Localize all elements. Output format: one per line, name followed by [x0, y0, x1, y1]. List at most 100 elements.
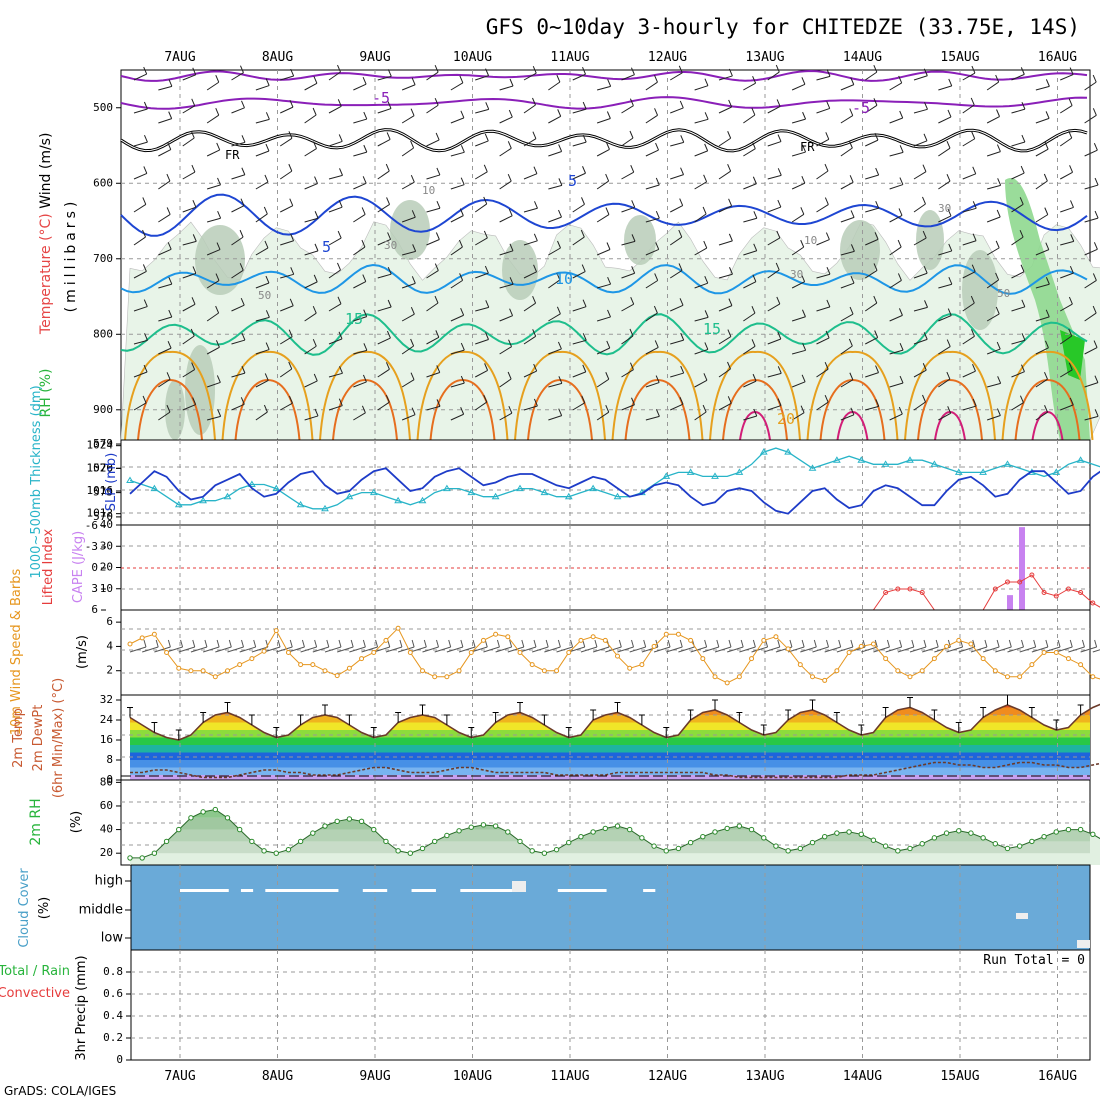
wind-barb-flag: [216, 375, 221, 383]
wind10m-barb-flag: [1033, 639, 1037, 648]
wind-speed-point: [261, 648, 267, 654]
wind-barb: [255, 247, 269, 256]
wind10m-barb: [800, 646, 817, 653]
wind-barb: [231, 304, 245, 312]
wind-barb: [377, 75, 392, 81]
rh2m-point: [517, 838, 523, 845]
wind-barb-flag: [1069, 265, 1074, 274]
rh2m-point: [821, 833, 828, 840]
wind-barb: [572, 271, 586, 279]
wind-barb-flag: [532, 329, 537, 337]
wind-barb: [548, 151, 562, 157]
cloud-cover-panel: high middle low Cloud Cover (%): [17, 864, 1091, 951]
wind-barb-flag: [435, 232, 440, 240]
wind-barb-flag: [1021, 333, 1026, 341]
wind10m-barb: [995, 646, 1012, 653]
wind-barb: [158, 149, 172, 157]
wind-barb: [280, 106, 294, 114]
wind-barb: [182, 74, 196, 81]
wind-barb: [133, 236, 146, 246]
wind-barb-flag: [410, 338, 415, 347]
wind-barb-flag: [190, 130, 195, 139]
wind-barb: [694, 348, 709, 355]
wind-barb-flag: [996, 209, 1001, 218]
thickness-point: [467, 488, 476, 496]
wind-barb-flag: [215, 340, 220, 348]
contour-label-t10: 10: [555, 270, 573, 288]
wind-barb-flag: [556, 272, 561, 281]
upper-ylabel: RH (%) Temperature (°C) Wind (m/s): [38, 133, 54, 418]
wind-barb-flag: [1069, 165, 1074, 173]
rh2m-point: [846, 829, 852, 835]
wind10m-barb-flag: [411, 639, 415, 648]
precip-tick: 0.4: [103, 1009, 123, 1022]
wind-barb-flag: [752, 274, 757, 282]
wind-barb-flag: [997, 376, 1002, 384]
wind-barb: [913, 369, 927, 378]
wind-barb-flag: [144, 333, 148, 341]
wind-barb-flag: [217, 211, 222, 219]
wind-barb: [133, 108, 148, 114]
wind-barb: [840, 313, 854, 322]
wind-barb-flag: [996, 109, 1000, 117]
wind-barb: [621, 74, 635, 81]
top-day-label: 10AUG: [453, 50, 492, 65]
wind-barb: [206, 312, 219, 322]
wind10m-barb: [410, 646, 427, 653]
wind-barb-flag: [1093, 242, 1098, 250]
wind-barb: [572, 371, 586, 378]
wind-barb-flag: [240, 65, 244, 73]
wind-barb-flag: [777, 398, 782, 406]
wind-barb-flag: [143, 364, 148, 373]
wind10m-barb-flag: [557, 639, 561, 648]
wind10m-barb-flag: [716, 639, 720, 648]
li-tick: -3: [85, 540, 98, 553]
wind-barb-flag: [532, 131, 537, 139]
wind10m-barb-flag: [777, 639, 781, 648]
wind-barb: [865, 139, 879, 147]
wind-speed-point: [931, 656, 937, 662]
wind-barb: [377, 273, 392, 279]
wind-barb: [328, 405, 343, 411]
wind10m-barb: [544, 646, 561, 653]
wind-speed-point: [322, 668, 328, 674]
wind10m-barb: [337, 646, 354, 653]
rh-ticks: 80 60 40 20: [100, 775, 121, 859]
wind-speed-point: [212, 674, 218, 680]
wind-barb: [523, 335, 536, 345]
wind-speed-point: [1078, 662, 1084, 668]
wind-barb-flag: [484, 363, 489, 371]
wind10m-barb-flag: [752, 639, 756, 648]
upper-wind-barbs: [133, 64, 1099, 421]
wind-barb-flag: [947, 109, 952, 118]
contour-label-rh10_b: 10: [804, 234, 817, 247]
wind-barb: [840, 414, 855, 421]
wind-speed-point: [736, 674, 742, 680]
wind-barb-flag: [678, 65, 683, 74]
wind-barb: [1084, 248, 1098, 256]
temp-band: [130, 745, 1090, 753]
top-day-labels: 7AUG 8AUG 9AUG 10AUG 11AUG 12AUG 13AUG 14AUG 15A…: [164, 50, 1077, 65]
wind-barb-flag: [655, 142, 660, 151]
wind-barb: [523, 173, 538, 180]
wind10m-barb: [385, 646, 403, 653]
wind10m-barb-flag: [216, 639, 220, 648]
wind-barb-flag: [970, 97, 975, 106]
thickness-point: [491, 492, 500, 500]
wind-barb: [353, 381, 367, 388]
thickness-point: [564, 492, 573, 500]
isotherm-25: [1014, 378, 1081, 441]
wind-barb-flag: [485, 332, 489, 340]
wind-barb-flag: [777, 199, 782, 208]
wind-barb: [1035, 117, 1050, 124]
wind-barb-flag: [387, 101, 392, 109]
wind-barb: [718, 170, 731, 180]
wind-barb: [133, 73, 147, 81]
rh2m-point: [736, 823, 743, 829]
wind-speed-point: [1041, 650, 1047, 655]
wind-barb: [231, 72, 244, 81]
wind-barb-flag: [801, 374, 806, 382]
wind-barb: [767, 174, 782, 180]
wind-barb-flag: [411, 210, 416, 218]
wind-speed-point: [468, 650, 474, 655]
